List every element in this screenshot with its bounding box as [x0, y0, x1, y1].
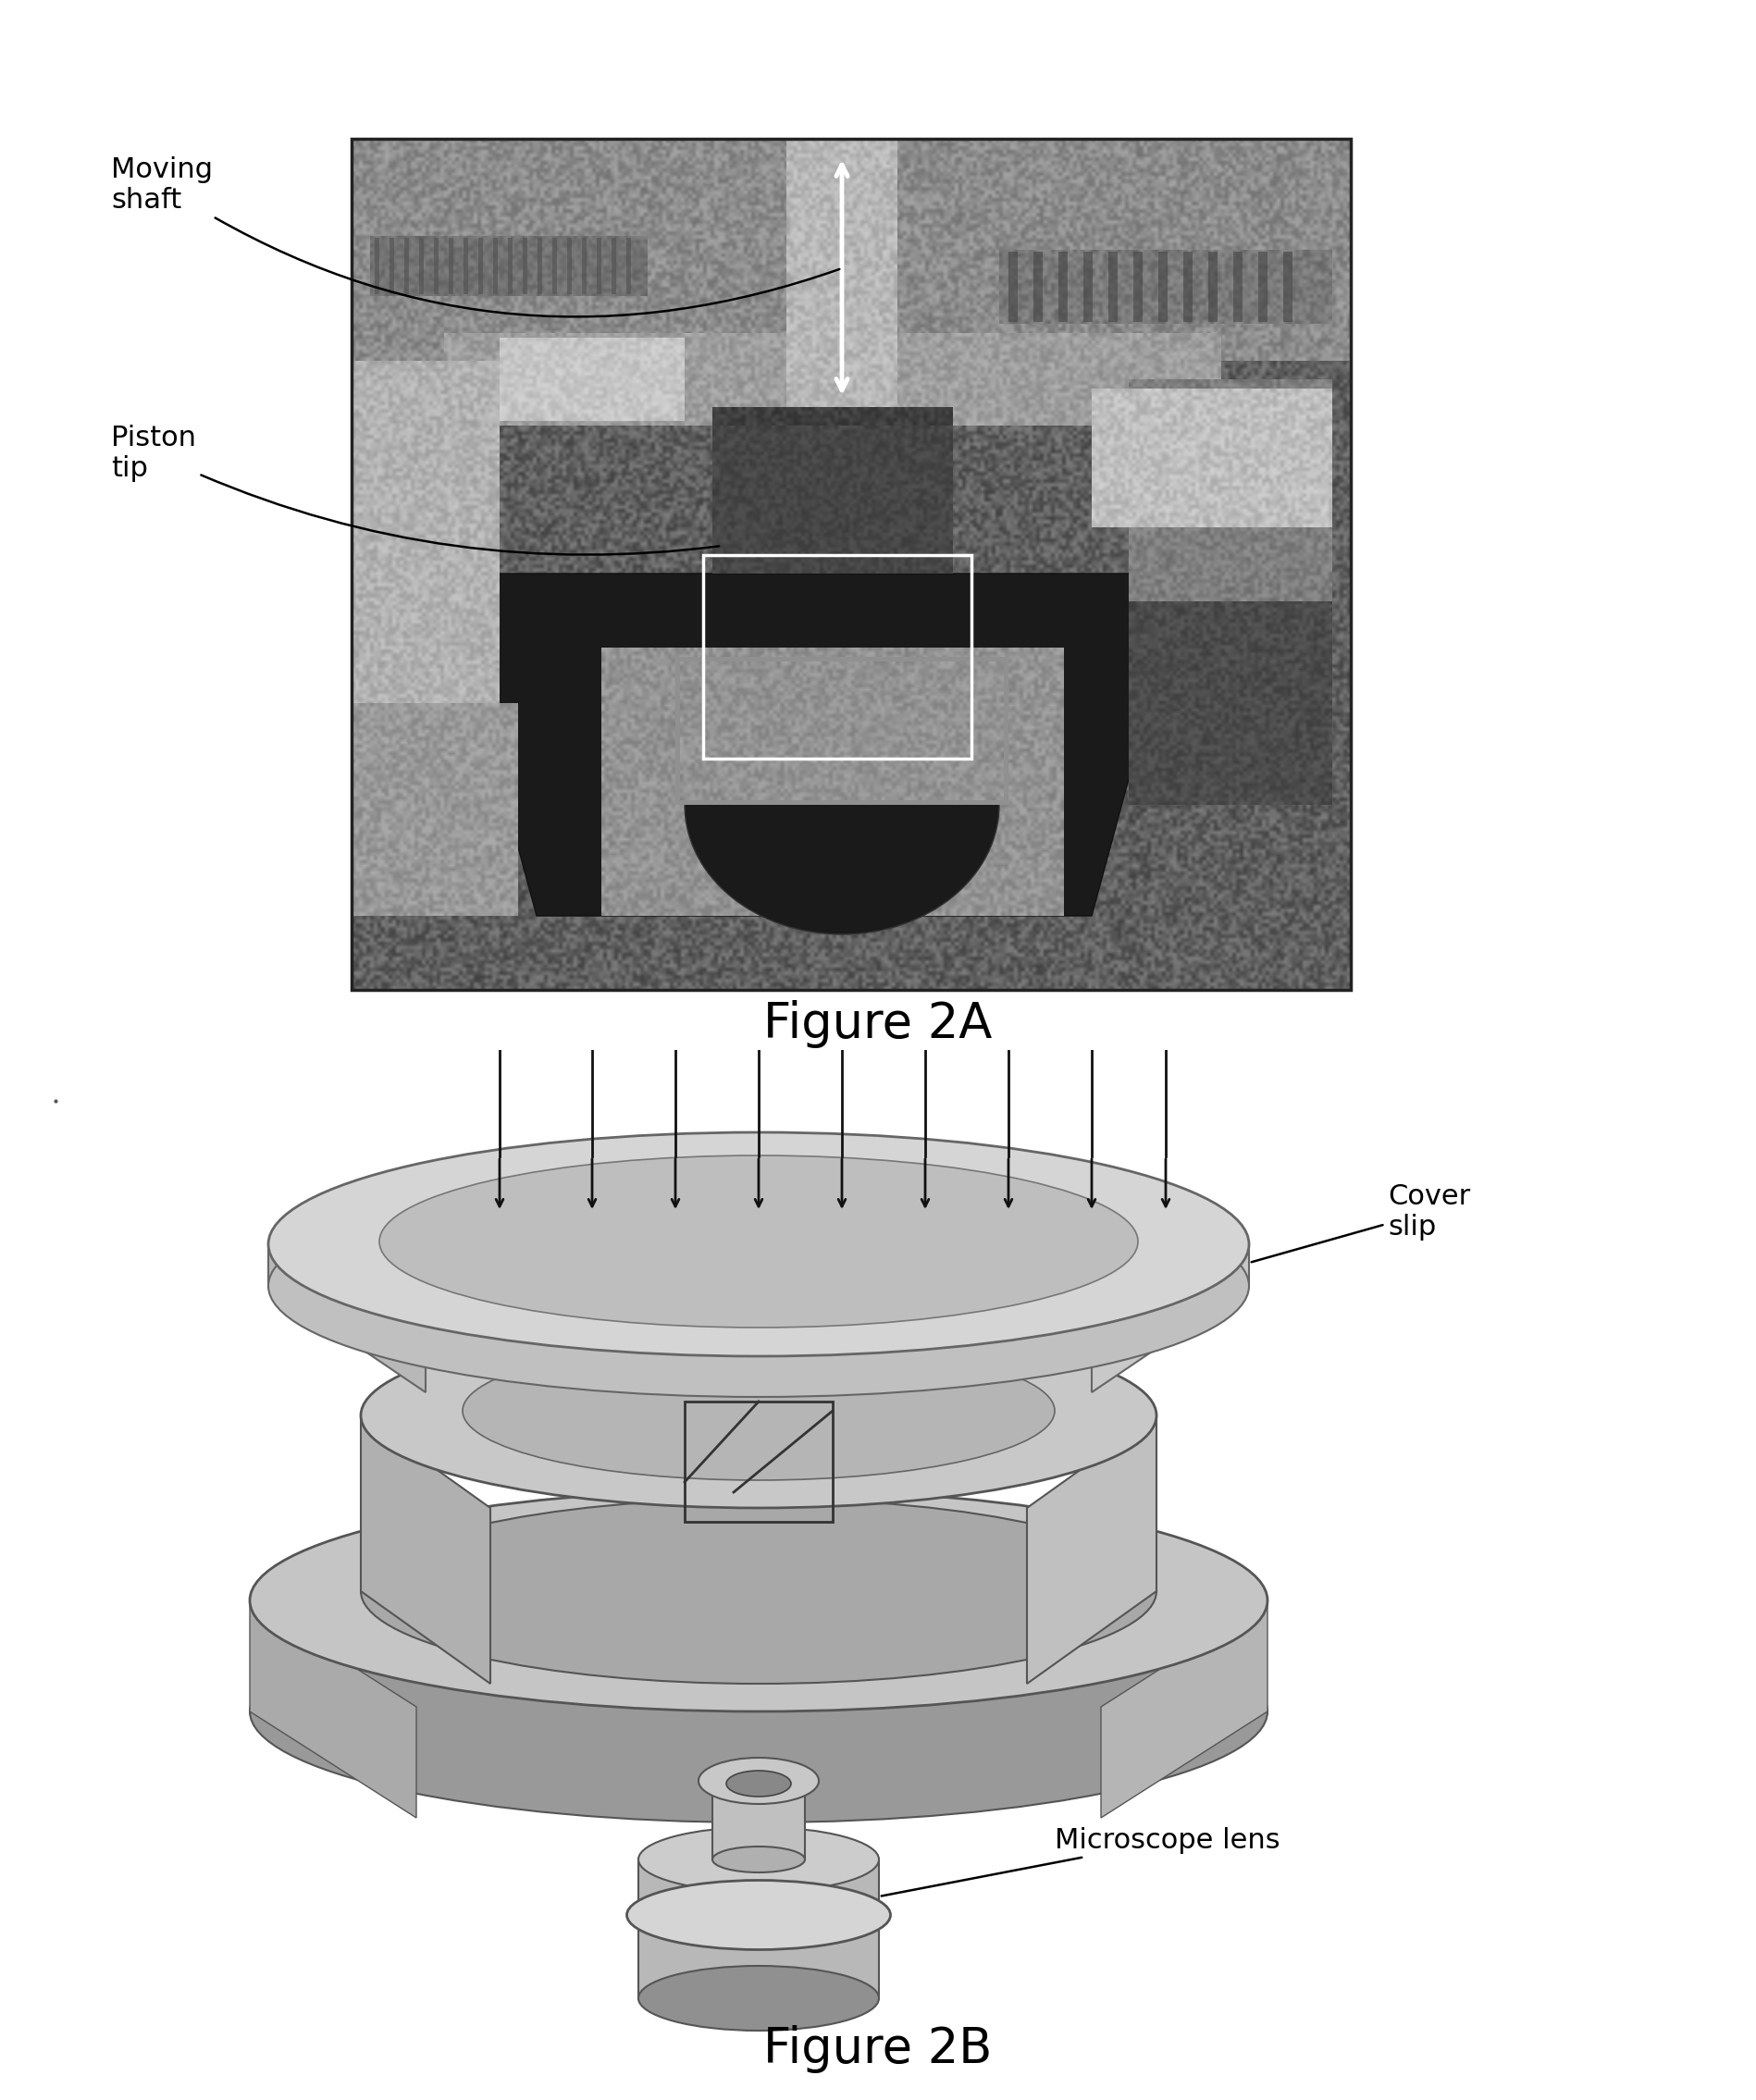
Ellipse shape — [637, 1827, 878, 1892]
Ellipse shape — [462, 1342, 1054, 1480]
Bar — [551, 237, 557, 294]
Text: Piston
tip: Piston tip — [111, 424, 718, 554]
Polygon shape — [711, 1785, 804, 1858]
Bar — [1033, 252, 1041, 321]
Ellipse shape — [360, 1499, 1155, 1684]
Bar — [537, 237, 543, 294]
Bar — [493, 237, 497, 294]
Ellipse shape — [637, 1966, 878, 2031]
Ellipse shape — [379, 1155, 1138, 1327]
Ellipse shape — [685, 676, 999, 935]
Ellipse shape — [627, 1880, 890, 1949]
Bar — [478, 237, 483, 294]
Bar — [1133, 252, 1141, 321]
Bar — [1008, 252, 1017, 321]
Bar — [390, 237, 393, 294]
Bar — [464, 237, 467, 294]
Bar — [597, 237, 601, 294]
Text: Moving
shaft: Moving shaft — [111, 155, 839, 317]
Bar — [434, 237, 439, 294]
Bar — [523, 237, 527, 294]
Polygon shape — [1101, 1600, 1266, 1819]
Bar — [351, 139, 1350, 989]
Ellipse shape — [711, 1772, 804, 1798]
Polygon shape — [269, 1249, 425, 1392]
Bar — [611, 237, 616, 294]
Bar — [627, 237, 630, 294]
Polygon shape — [444, 573, 1184, 916]
Bar — [1208, 252, 1217, 321]
Ellipse shape — [269, 1174, 1249, 1396]
Bar — [1233, 252, 1241, 321]
Bar — [420, 237, 423, 294]
Bar — [448, 237, 453, 294]
Polygon shape — [249, 1600, 416, 1819]
Ellipse shape — [249, 1489, 1266, 1711]
Bar — [1257, 252, 1266, 321]
Text: Figure 2A: Figure 2A — [764, 1000, 992, 1048]
Polygon shape — [637, 1858, 878, 1999]
Bar — [374, 237, 379, 294]
Bar — [674, 657, 1008, 804]
Bar — [567, 237, 571, 294]
Bar — [1184, 252, 1192, 321]
Polygon shape — [1090, 1249, 1249, 1392]
Ellipse shape — [249, 1600, 1266, 1823]
Ellipse shape — [711, 1846, 804, 1873]
Bar — [404, 237, 409, 294]
Polygon shape — [1027, 1415, 1155, 1684]
Bar — [1157, 252, 1168, 321]
Text: Figure 2B: Figure 2B — [764, 2024, 992, 2073]
Ellipse shape — [699, 1758, 818, 1804]
Bar — [1108, 252, 1117, 321]
Ellipse shape — [360, 1323, 1155, 1508]
Bar — [685, 1401, 832, 1522]
Ellipse shape — [725, 1770, 790, 1798]
Bar — [581, 237, 587, 294]
Ellipse shape — [269, 1132, 1249, 1357]
Text: Microscope lens: Microscope lens — [882, 1827, 1280, 1896]
Bar — [507, 237, 513, 294]
Polygon shape — [360, 1415, 490, 1684]
Bar — [1083, 252, 1092, 321]
Bar — [1282, 252, 1292, 321]
Bar — [1057, 252, 1068, 321]
Bar — [702, 554, 971, 758]
Text: Cover
slip: Cover slip — [1250, 1182, 1470, 1262]
